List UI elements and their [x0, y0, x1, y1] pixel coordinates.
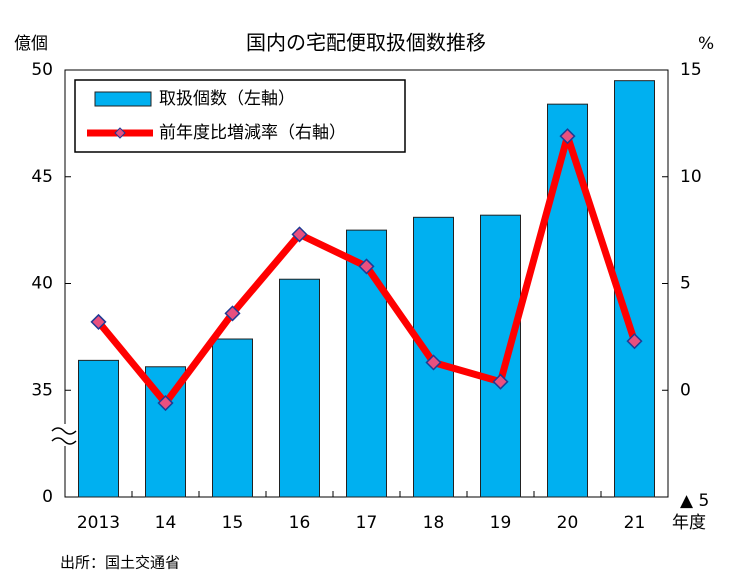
chart-title: 国内の宅配便取扱個数推移 [246, 31, 486, 55]
y2-tick-label: 10 [680, 167, 702, 187]
legend-swatch [94, 91, 152, 107]
y-tick-label: 0 [42, 487, 53, 507]
y-tick-label: 35 [31, 380, 53, 400]
marker [492, 373, 509, 390]
bar [614, 80, 655, 498]
marker [90, 313, 107, 330]
marker [425, 354, 442, 371]
x-tick-label: 17 [356, 513, 378, 533]
marker [559, 128, 576, 145]
marker [291, 226, 308, 243]
y-tick-label: 40 [31, 274, 53, 294]
x-tick-label: 2013 [77, 513, 120, 533]
x-tick-label: 16 [289, 513, 311, 533]
marker [626, 333, 643, 350]
x-tick-label: 21 [624, 513, 646, 533]
marker [157, 394, 174, 412]
y2-tick-label: 15 [680, 60, 702, 80]
x-axis-label: 年度 [672, 513, 706, 533]
y2-axis-label: % [698, 34, 714, 54]
y2-tick-label: ▲ 5 [680, 491, 709, 511]
bar [212, 338, 253, 498]
legend-marker [114, 127, 126, 139]
x-tick-label: 19 [490, 513, 512, 533]
bar [78, 359, 119, 498]
y2-tick-label: 5 [680, 274, 691, 294]
x-tick-label: 20 [557, 513, 579, 533]
marker [358, 258, 375, 275]
x-tick-label: 14 [155, 513, 177, 533]
source: 出所：国土交通省 [60, 554, 180, 572]
bar [346, 229, 387, 498]
x-tick-label: 18 [423, 513, 445, 533]
y-tick-label: 50 [31, 60, 53, 80]
y-axis-label: 億個 [14, 34, 48, 54]
y2-tick-label: 0 [680, 380, 691, 400]
legend-label: 前年度比増減率（右軸） [159, 123, 346, 143]
bar [547, 103, 588, 498]
marker [224, 305, 241, 322]
bar [279, 278, 320, 498]
legend-label: 取扱個数（左軸） [159, 89, 295, 109]
axis-break [50, 424, 80, 446]
bar [480, 214, 521, 498]
x-tick-label: 15 [222, 513, 244, 533]
y-tick-label: 45 [31, 167, 53, 187]
